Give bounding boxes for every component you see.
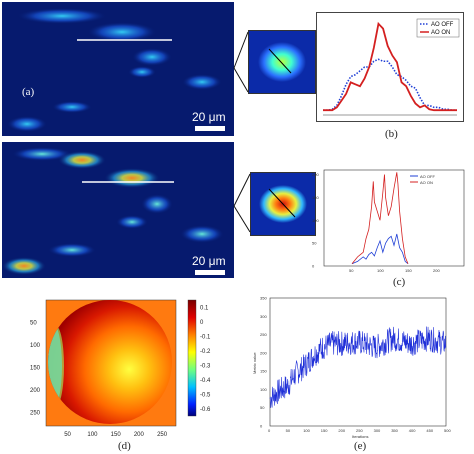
inset-a-svg [258,42,306,82]
e-xtick: 100 [303,428,310,433]
inset-psf-a [248,30,316,94]
c-xtick: 50 [349,268,354,273]
e-xtick: 200 [338,428,345,433]
e-xtick: 450 [426,428,433,433]
fiber-a-upper [17,8,222,90]
c-ytick: 0 [312,264,315,269]
c-xtick: 200 [433,268,440,273]
chart-b: AO OFF AO ON [316,12,464,122]
legend-b-on: AO ON [431,30,450,36]
microscopy-image-a: (a) 20 μm [2,2,234,136]
panel-c-label: (c) [393,276,406,288]
microscopy-a2-svg [2,147,224,275]
inset-a2-svg [259,185,307,223]
chart-e-svg: Iterations Metric value 0 50 100 150 200 250 3… [252,296,451,440]
d-colorbar-tick: 0 [200,320,204,326]
d-ytick: 200 [30,388,41,394]
d-ytick: 50 [30,321,37,327]
c-series-ao-on [351,172,409,264]
d-ytick: 100 [30,343,41,349]
scale-bar-a [195,126,225,131]
e-ytick: 50 [260,405,265,410]
chart-b-svg: AO OFF AO ON [323,18,460,116]
zoom-lines-a [233,31,249,93]
e-series-metric [269,326,447,408]
d-colorbar-tick: -0.3 [200,363,211,369]
d-xtick: 100 [87,432,98,438]
inset-psf-a2 [250,172,316,236]
legend-c-off: AO OFF [420,174,435,179]
e-ytick: 250 [260,332,267,337]
scale-label-a: 20 μm [192,110,226,124]
d-colorbar-tick: -0.6 [200,407,211,413]
heatmap-d: 50 100 150 200 250 50 100 150 200 250 0.1 0 -0.1 -0.2… [10,296,250,446]
e-xtick: 50 [286,428,291,433]
d-colorbar-tick: -0.5 [200,392,211,398]
microscopy-image-a2: 20 μm [2,142,234,278]
c-ytick: 200 [312,172,319,177]
panel-b-label: (b) [385,128,398,140]
chart-c-svg: AO OFF AO ON 50 100 150 200 0 50 100 150 200 [312,169,465,273]
chart-c: AO OFF AO ON 50 100 150 200 0 50 100 150 200 [310,166,470,274]
colorbar [187,299,197,417]
d-ytick: 250 [30,411,41,417]
zoom-lines-a2 [233,173,251,233]
d-xtick: 50 [64,432,71,438]
microscopy-a-svg [7,8,222,132]
c-ytick: 150 [312,195,319,200]
d-colorbar-tick: -0.1 [200,334,211,340]
d-colorbar-tick: 0.1 [200,305,209,311]
e-ytick: 0 [260,424,263,429]
d-ytick: 150 [30,366,41,372]
e-xtick: 300 [374,428,381,433]
fiber-a2-lower [2,215,148,275]
e-xtick: 150 [321,428,328,433]
scale-label-a2: 20 μm [192,254,226,268]
scale-bar-a2 [195,270,225,275]
e-ytick: 200 [260,350,267,355]
legend-c-on: AO ON [420,180,433,185]
panel-e-label: (e) [354,440,367,452]
e-ytick: 100 [260,387,267,392]
c-xtick: 100 [377,268,384,273]
d-xtick: 250 [157,432,168,438]
d-xtick: 150 [111,432,122,438]
c-ytick: 100 [312,218,319,223]
b-series-ao-off [323,58,457,111]
c-ytick: 50 [312,241,317,246]
e-ytick: 350 [260,296,267,301]
heatmap-pupil [48,300,172,424]
c-series-ao-off [351,233,409,265]
b-series-ao-on [323,21,457,112]
panel-a-label: (a) [22,86,35,98]
d-colorbar-tick: -0.4 [200,378,211,384]
panel-d-label: (d) [118,440,131,452]
fiber-a2-upper [12,147,224,243]
d-xtick: 200 [134,432,145,438]
e-xtick: 0 [268,428,271,433]
d-colorbar-tick: -0.2 [200,349,211,355]
e-xtick: 400 [409,428,416,433]
fiber-a-lower [7,66,156,132]
e-xlabel: Iterations [352,434,368,439]
e-xtick: 250 [356,428,363,433]
e-ylabel: Metric value [252,352,257,374]
e-ytick: 300 [260,314,267,319]
c-xtick: 150 [405,268,412,273]
legend-b-off: AO OFF [431,22,454,28]
chart-d-svg: 50 100 150 200 250 50 100 150 200 250 0.1 0 -0.1 -0.2… [30,299,211,438]
e-xtick: 350 [391,428,398,433]
chart-e: Iterations Metric value 0 50 100 150 200 250 3… [252,294,452,440]
e-xtick: 500 [444,428,451,433]
e-ytick: 150 [260,369,267,374]
